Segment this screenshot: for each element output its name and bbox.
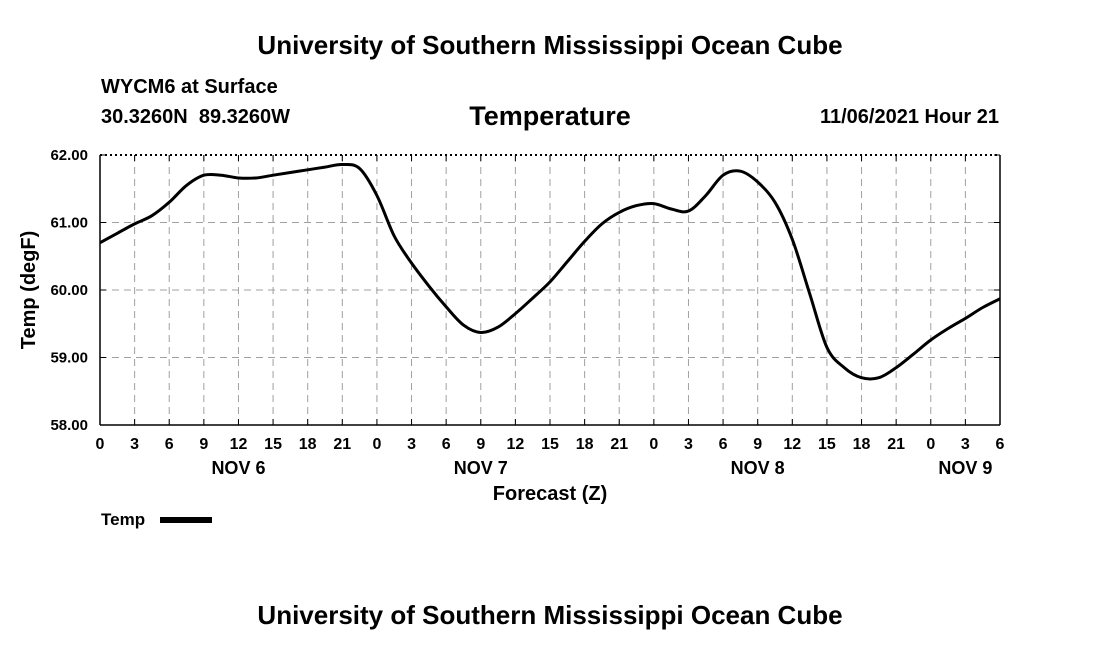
series-line-temp — [99, 162, 1001, 381]
date-label: NOV 8 — [731, 458, 785, 478]
x-tick-label: 6 — [996, 436, 1005, 453]
y-tick-label: 60.00 — [50, 282, 88, 299]
x-tick-label: 0 — [372, 436, 381, 453]
x-tick-label: 0 — [96, 436, 105, 453]
x-tick-label: 3 — [961, 436, 970, 453]
date-label: NOV 7 — [454, 458, 508, 478]
legend-label: Temp — [101, 510, 146, 529]
x-tick-label: 21 — [887, 436, 905, 453]
x-tick-label: 9 — [753, 436, 762, 453]
x-tick-label: 12 — [506, 436, 524, 453]
legend-line-swatch — [160, 517, 212, 523]
chart-title: Temperature — [469, 101, 631, 131]
x-tick-label: 6 — [442, 436, 451, 453]
x-tick-label: 21 — [333, 436, 351, 453]
x-tick-label: 12 — [783, 436, 801, 453]
x-tick-label: 0 — [649, 436, 658, 453]
station-name: WYCM6 at Surface — [101, 76, 278, 98]
x-tick-label: 15 — [541, 436, 559, 453]
footer-title: University of Southern Mississippi Ocean… — [257, 600, 843, 630]
x-tick-label: 21 — [610, 436, 628, 453]
run-label: 11/06/2021 Hour 21 — [819, 106, 999, 128]
y-tick-label: 58.00 — [50, 417, 88, 434]
x-tick-label: 3 — [130, 436, 139, 453]
x-tick-label: 9 — [199, 436, 208, 453]
x-tick-label: 15 — [818, 436, 836, 453]
page-title: University of Southern Mississippi Ocean… — [257, 30, 843, 60]
x-tick-label: 3 — [407, 436, 416, 453]
date-label: NOV 6 — [211, 458, 265, 478]
y-axis-label: Temp (degF) — [18, 231, 40, 350]
x-axis-label: Forecast (Z) — [492, 483, 608, 505]
x-tick-label: 15 — [264, 436, 282, 453]
x-tick-label: 18 — [853, 436, 871, 453]
x-tick-label: 18 — [576, 436, 594, 453]
date-label: NOV 9 — [938, 458, 992, 478]
x-tick-label: 6 — [165, 436, 174, 453]
x-tick-label: 0 — [926, 436, 935, 453]
x-tick-label: 12 — [230, 436, 248, 453]
x-tick-label: 9 — [476, 436, 485, 453]
y-tick-label: 59.00 — [50, 350, 88, 367]
x-tick-label: 3 — [684, 436, 693, 453]
x-tick-label: 18 — [299, 436, 317, 453]
y-tick-label: 61.00 — [50, 215, 88, 232]
x-tick-label: 6 — [719, 436, 728, 453]
station-coords: 30.3260N 89.3260W — [101, 106, 291, 128]
y-tick-label: 62.00 — [50, 147, 88, 164]
